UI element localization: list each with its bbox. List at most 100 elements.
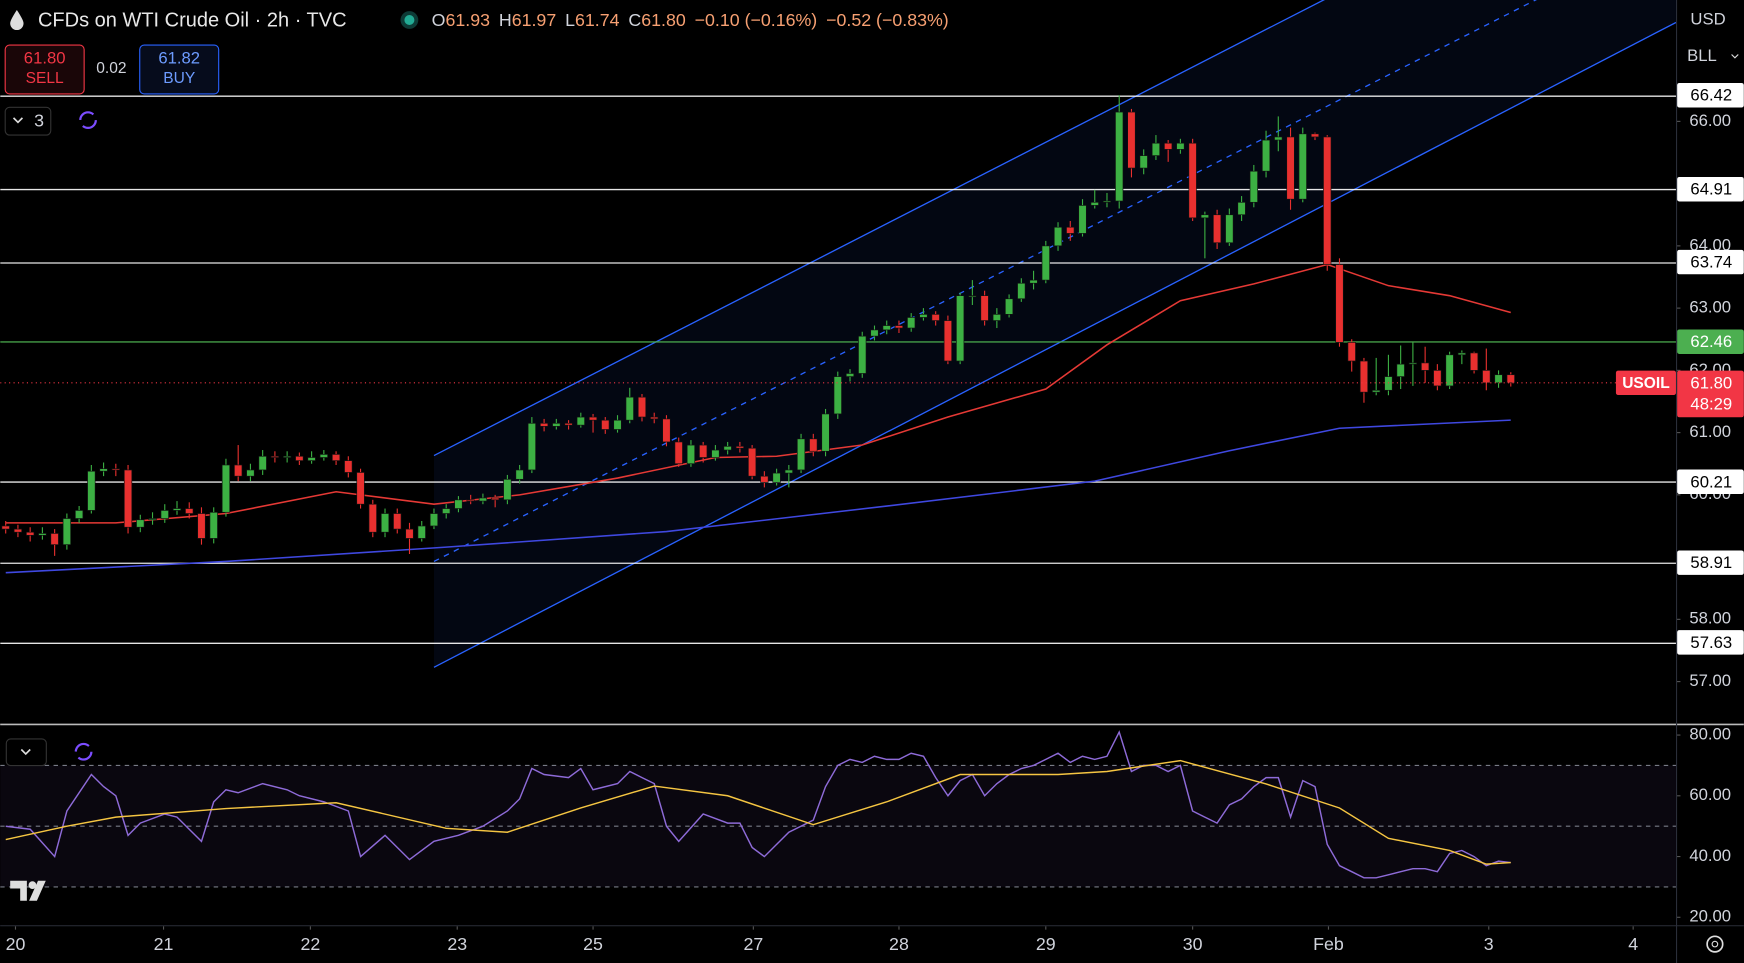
status-dot	[404, 15, 415, 26]
x-tick-label: 25	[583, 934, 603, 954]
y-tick-label: 66.00	[1689, 111, 1731, 130]
candle-body	[442, 508, 451, 514]
candle-body	[307, 457, 316, 461]
settings-icon[interactable]	[1706, 935, 1724, 953]
candle-body	[1359, 360, 1369, 393]
candle-body	[588, 416, 598, 421]
candle-body	[491, 497, 500, 501]
candle-body	[1066, 226, 1075, 234]
chevron	[12, 117, 24, 124]
candle-body	[931, 314, 940, 321]
sync-icon[interactable]	[74, 742, 93, 761]
candle-body	[1029, 279, 1038, 284]
rsi-panel	[0, 730, 1676, 888]
candle-body	[809, 438, 818, 452]
candle-body	[760, 475, 769, 483]
symbol-tag	[1615, 370, 1676, 396]
candle-body	[1139, 155, 1148, 169]
x-tick-label: 21	[154, 934, 174, 954]
candle-body	[344, 460, 353, 473]
level-label: 58.91	[1690, 553, 1732, 572]
candle-body	[1323, 136, 1332, 265]
symbol-icon	[10, 10, 24, 31]
candle-body	[1127, 111, 1136, 169]
level-tag	[1677, 630, 1744, 655]
candle-body	[1298, 133, 1307, 200]
moving-average	[5, 419, 1511, 574]
settings-icon	[1711, 940, 1719, 948]
candle-body	[38, 533, 47, 536]
candle-body	[894, 325, 904, 329]
candle-body	[417, 525, 426, 539]
spread: 0.02	[96, 60, 126, 77]
level-tag	[1677, 83, 1744, 108]
level-tag	[1677, 469, 1744, 495]
candle-body	[50, 533, 59, 545]
candle-body	[968, 295, 977, 298]
sell-price: 61.80	[24, 48, 66, 67]
ohlc-label: O	[432, 10, 446, 30]
candle-body	[380, 513, 390, 533]
candle-body	[699, 444, 708, 458]
x-tick-label: 28	[889, 934, 909, 954]
candle-body	[784, 469, 793, 474]
candle-body	[99, 468, 108, 472]
candle-body	[1041, 245, 1050, 281]
candle-body	[1249, 170, 1258, 203]
candle-body	[1372, 389, 1381, 393]
candle-body	[160, 510, 169, 519]
channel-fill	[433, 0, 1676, 668]
candle-body	[234, 464, 243, 477]
candle-body	[527, 422, 536, 471]
candle-body	[772, 472, 781, 483]
channel-line	[433, 21, 1676, 668]
candle-body	[331, 454, 341, 461]
level-tag	[1677, 329, 1744, 354]
candle-body	[295, 455, 304, 461]
candle-body	[992, 314, 1001, 321]
candle-body	[1188, 142, 1197, 219]
x-tick-label: 22	[300, 934, 320, 954]
axes: 57.0058.0060.0061.0062.0063.0064.0066.00…	[6, 83, 1744, 954]
level-tag	[1677, 176, 1744, 202]
level-label: 60.21	[1690, 472, 1732, 491]
candle-body	[209, 511, 218, 539]
currency-box[interactable]	[1678, 0, 1744, 39]
symbol-title[interactable]: CFDs on WTI Crude Oil · 2h · TVC	[38, 9, 347, 31]
logo	[10, 880, 46, 901]
candle-body	[711, 449, 720, 458]
candle-body	[136, 519, 145, 528]
candle-body	[478, 497, 488, 502]
ohlc-value: 61.93	[445, 10, 490, 30]
candle-body	[1274, 136, 1283, 141]
candle-body	[466, 499, 475, 502]
ohlc-label: C	[628, 10, 641, 30]
x-tick-label: 27	[743, 934, 763, 954]
candle-body	[1078, 205, 1087, 234]
indicator-toggle[interactable]	[4, 106, 52, 136]
candle-body	[625, 396, 634, 421]
candle-body	[1396, 363, 1405, 377]
sell-button[interactable]	[4, 44, 85, 95]
currency[interactable]: USD	[1690, 9, 1725, 28]
unit[interactable]: BLL	[1687, 46, 1717, 65]
y-tick-label: 40.00	[1689, 846, 1731, 865]
candle-body	[1335, 264, 1344, 343]
sync-icon[interactable]	[79, 111, 97, 129]
price-tag	[1677, 370, 1744, 418]
candle-body	[123, 469, 133, 528]
level-label: 64.91	[1690, 180, 1732, 199]
level-tag	[1677, 550, 1744, 575]
candle-body	[956, 295, 965, 362]
candle-body	[723, 445, 732, 451]
channel-line	[433, 0, 1326, 457]
buy-button[interactable]	[139, 44, 220, 95]
y-tick-label: 58.00	[1689, 609, 1731, 628]
candle-body	[405, 528, 414, 539]
candle-body	[833, 376, 842, 415]
candle-body	[1004, 298, 1014, 315]
candle-body	[1421, 362, 1430, 371]
candle-body	[1053, 226, 1063, 247]
candle-body	[1433, 370, 1442, 387]
price-tag-label: 61.80	[1690, 373, 1732, 392]
